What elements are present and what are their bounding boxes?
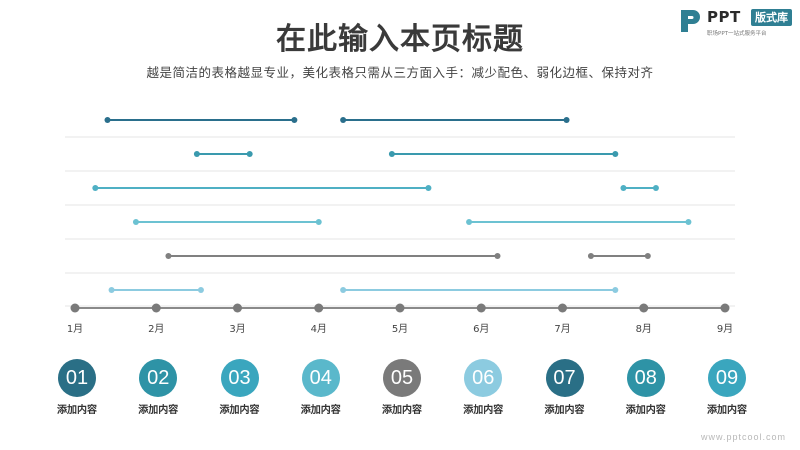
month-marker: [151, 303, 161, 313]
segment-start-dot: [165, 253, 172, 259]
month-marker: [233, 303, 242, 313]
item-label[interactable]: 添加内容: [463, 405, 504, 416]
item-number-badge: 06: [464, 359, 503, 397]
month-marker: [639, 303, 649, 313]
item-number-badge: 02: [139, 359, 178, 397]
item-label[interactable]: 添加内容: [625, 405, 666, 416]
segment-end-dot: [644, 253, 651, 259]
month-marker: [395, 303, 405, 313]
item-label[interactable]: 添加内容: [219, 405, 260, 416]
month-label: 8月: [636, 323, 652, 335]
item-number-badge: 09: [708, 359, 746, 397]
item-number-badge: 04: [301, 359, 340, 397]
segment-start-dot: [108, 287, 115, 293]
item-number-badge: 01: [58, 359, 96, 397]
item-number-badge: 03: [220, 359, 259, 397]
logo-brand-text: PPT: [707, 8, 741, 26]
page-subtitle: 越是简洁的表格越显专业，美化表格只需从三方面入手：减少配色、弱化边框、保持对齐: [146, 65, 654, 80]
month-label: 3月: [229, 323, 245, 335]
month-marker: [476, 303, 486, 313]
segment-end-dot: [612, 151, 619, 157]
segment-start-dot: [587, 253, 594, 259]
item-number-badge: 05: [383, 359, 421, 397]
segment-end-dot: [197, 287, 204, 293]
item-label[interactable]: 添加内容: [138, 405, 179, 416]
segment-end-dot: [291, 117, 298, 123]
month-label: 6月: [473, 323, 489, 335]
segment-start-dot: [132, 219, 139, 225]
logo-tagline: 职场PPT一站式服务平台: [707, 31, 767, 37]
segment-end-dot: [612, 287, 619, 293]
segment-end-dot: [494, 253, 501, 259]
segment-end-dot: [685, 219, 692, 225]
segment-start-dot: [388, 151, 395, 157]
item-label[interactable]: 添加内容: [544, 405, 585, 416]
item-label[interactable]: 添加内容: [300, 405, 341, 416]
item-label[interactable]: 添加内容: [707, 405, 747, 416]
month-label: 1月: [67, 323, 83, 335]
item-number-badge: 08: [626, 359, 665, 397]
segment-start-dot: [193, 151, 200, 157]
segment-start-dot: [92, 185, 99, 191]
segment-end-dot: [563, 117, 570, 123]
item-number-badge: 07: [545, 359, 584, 397]
brand-logo[interactable]: PPT 版式库 职场PPT一站式服务平台: [678, 8, 796, 38]
item-label[interactable]: 添加内容: [382, 405, 422, 416]
logo-mark-icon: [681, 10, 700, 32]
segment-end-dot: [425, 185, 432, 191]
segment-start-dot: [340, 117, 347, 123]
watermark: www.pptcool.com: [700, 432, 786, 442]
month-label: 5月: [392, 323, 408, 335]
logo-badge: 版式库: [751, 9, 792, 26]
month-label: 4月: [311, 323, 327, 335]
segment-end-dot: [652, 185, 659, 191]
segment-start-dot: [104, 117, 111, 123]
month-marker: [558, 303, 567, 313]
month-marker: [314, 303, 324, 313]
page-title: 在此输入本页标题: [276, 22, 524, 57]
month-marker: [70, 303, 80, 313]
segment-start-dot: [466, 219, 473, 225]
month-marker: [720, 303, 730, 313]
segment-start-dot: [340, 287, 347, 293]
month-label: 7月: [554, 323, 570, 335]
item-label[interactable]: 添加内容: [57, 405, 97, 416]
month-label: 9月: [717, 323, 733, 335]
segment-end-dot: [246, 151, 253, 157]
segment-start-dot: [620, 185, 627, 191]
segment-end-dot: [315, 219, 322, 225]
month-label: 2月: [148, 323, 164, 335]
